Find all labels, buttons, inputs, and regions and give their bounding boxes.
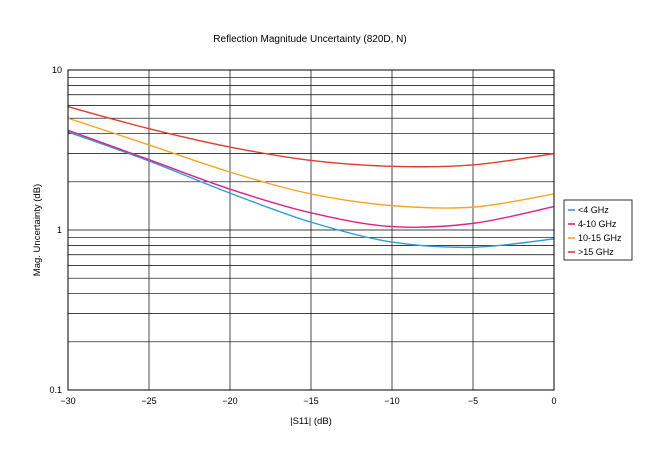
legend: <4 GHz 4-10 GHz 10-15 GHz >15 GHz (563, 199, 633, 261)
legend-label: <4 GHz (578, 205, 609, 215)
series-line-lt4ghz (67, 131, 555, 249)
y-axis-label: Mag. Uncertainty (dB) (32, 184, 43, 276)
x-tick-label: −30 (60, 396, 75, 406)
x-tick-label: −5 (468, 396, 478, 406)
x-tick-label: −15 (303, 396, 318, 406)
x-tick-label: −25 (141, 396, 156, 406)
legend-label: >15 GHz (578, 247, 614, 257)
series-line-10-15ghz (67, 117, 555, 209)
x-tick-label: −10 (384, 396, 399, 406)
plot-frame (67, 69, 555, 391)
series-line-4-10ghz (67, 129, 555, 229)
x-axis-label: |S11| (dB) (290, 416, 332, 427)
x-tick-label: 0 (551, 396, 556, 406)
tick-labels: −30 −25 −20 −15 −10 −5 0 0.1 1 10 (49, 65, 556, 406)
legend-label: 10-15 GHz (578, 233, 622, 243)
y-tick-label: 1 (57, 225, 62, 235)
legend-label: 4-10 GHz (578, 219, 617, 229)
y-tick-label: 10 (52, 65, 62, 75)
series-line-gt15ghz (67, 105, 555, 168)
legend-box (563, 199, 633, 261)
x-tick-label: −20 (222, 396, 237, 406)
series-lines (67, 105, 555, 249)
chart-title: Reflection Magnitude Uncertainty (820D, … (213, 34, 406, 45)
y-tick-label: 0.1 (49, 385, 62, 395)
grid (68, 70, 554, 390)
